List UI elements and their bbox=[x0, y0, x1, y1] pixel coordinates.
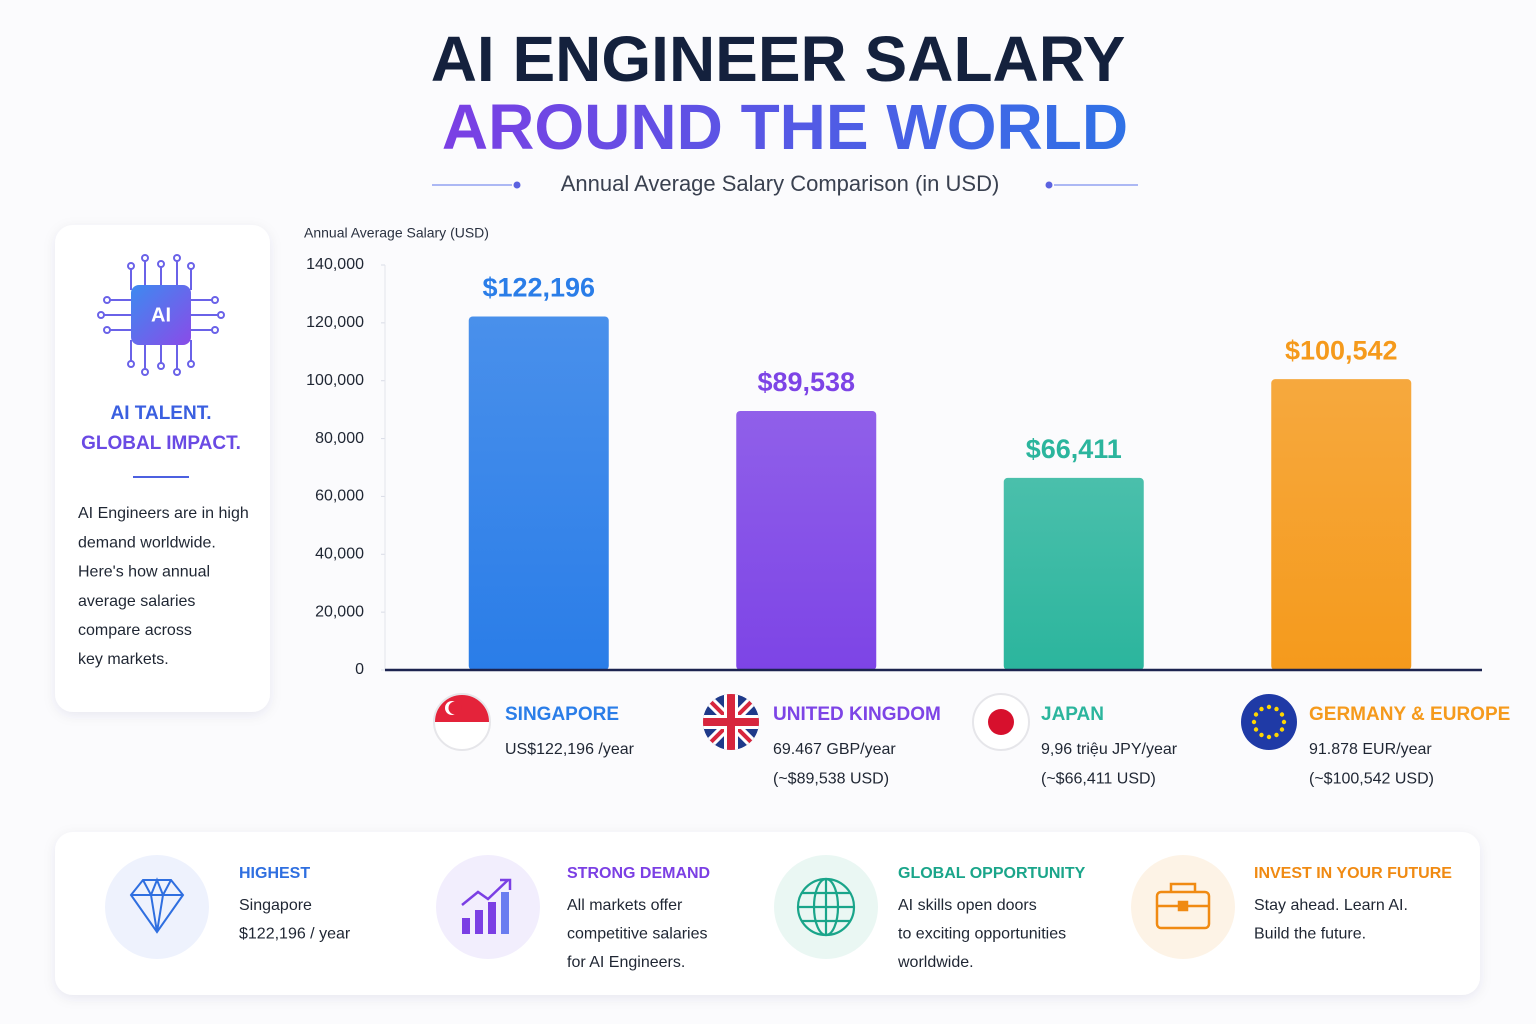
category-label: GERMANY & EUROPE bbox=[1309, 704, 1510, 725]
category-label: SINGAPORE bbox=[505, 704, 619, 725]
y-tick-label: 80,000 bbox=[315, 430, 364, 447]
highlight-line: AI skills open doors bbox=[898, 897, 1037, 914]
ai-chip-label: AI bbox=[151, 304, 171, 326]
flag-star bbox=[1253, 712, 1259, 717]
bar bbox=[736, 410, 877, 670]
y-tick-label: 20,000 bbox=[315, 603, 364, 620]
highlight-line: for AI Engineers. bbox=[567, 954, 685, 971]
sidebar-line: key markets. bbox=[78, 651, 169, 668]
bar bbox=[468, 316, 609, 670]
category-label: UNITED KINGDOM bbox=[773, 704, 941, 725]
flag-star bbox=[1279, 727, 1285, 732]
y-tick-label: 120,000 bbox=[306, 314, 364, 331]
highlight-line: to exciting opportunities bbox=[898, 926, 1066, 943]
flag-star bbox=[1266, 734, 1272, 740]
sidebar-line: AI Engineers are in high bbox=[78, 505, 249, 522]
highlights-card bbox=[55, 832, 1480, 995]
highlight-title: GLOBAL OPPORTUNITY bbox=[898, 865, 1086, 882]
y-tick-label: 0 bbox=[355, 661, 364, 678]
highlights: HIGHEST Singapore $122,196 / year STRONG DE… bbox=[239, 865, 1452, 971]
flag-star bbox=[1266, 704, 1272, 710]
subtitle: Annual Average Salary Comparison (in USD… bbox=[561, 171, 1000, 196]
flag-star bbox=[1259, 706, 1264, 712]
bar bbox=[1003, 477, 1144, 670]
flag-eu bbox=[1241, 694, 1297, 750]
value-label: $122,196 bbox=[482, 273, 595, 303]
growth-icon bbox=[461, 878, 512, 934]
category-note: 9,96 triệu JPY/year bbox=[1041, 741, 1178, 758]
category-note: (~$66,411 USD) bbox=[1041, 771, 1156, 788]
briefcase-icon bbox=[1155, 882, 1211, 930]
diamond-icon bbox=[129, 877, 185, 934]
flag-star bbox=[1279, 712, 1285, 717]
highlight-title: INVEST IN YOUR FUTURE bbox=[1254, 865, 1452, 882]
category-note: 69.467 GBP/year bbox=[773, 741, 896, 758]
subtitle-dot bbox=[513, 181, 521, 189]
y-tick-label: 60,000 bbox=[315, 488, 364, 505]
subtitle-dot bbox=[1045, 181, 1053, 189]
y-tick-label: 140,000 bbox=[306, 256, 364, 273]
category-note: 91.878 EUR/year bbox=[1309, 741, 1432, 758]
highlight-line: $122,196 / year bbox=[239, 926, 351, 943]
highlight-title: STRONG DEMAND bbox=[567, 865, 710, 882]
bar bbox=[1271, 379, 1412, 670]
flag-star bbox=[1281, 719, 1287, 725]
highlight-icon-bg bbox=[105, 855, 209, 959]
highlight-line: Build the future. bbox=[1254, 926, 1366, 943]
globe-icon bbox=[796, 877, 856, 937]
sidebar-text: AI Engineers are in high demand worldwide… bbox=[78, 505, 249, 668]
flag-star bbox=[1274, 706, 1279, 712]
ai-chip bbox=[131, 285, 191, 345]
title-line2: AROUND THE WORLD bbox=[442, 91, 1128, 163]
value-label: $66,411 bbox=[1026, 434, 1122, 464]
category-note: US$122,196 /year bbox=[505, 741, 635, 758]
sidebar-heading: AI TALENT. bbox=[111, 403, 212, 424]
flag-star bbox=[1251, 719, 1257, 725]
highlight-line: All markets offer bbox=[567, 897, 683, 914]
highlight-line: competitive salaries bbox=[567, 926, 708, 943]
y-axis-title: Annual Average Salary (USD) bbox=[304, 225, 489, 241]
title-line1: AI ENGINEER SALARY bbox=[431, 23, 1126, 95]
flag-japan bbox=[972, 693, 1030, 751]
category-label: JAPAN bbox=[1041, 704, 1104, 725]
highlight-title: HIGHEST bbox=[239, 865, 310, 882]
category-note: (~$100,542 USD) bbox=[1309, 771, 1434, 788]
flag-singapore bbox=[433, 693, 491, 751]
flag-star bbox=[1274, 732, 1279, 738]
sidebar-line: compare across bbox=[78, 622, 192, 639]
sidebar-card bbox=[55, 225, 270, 712]
bar-chart: Annual Average Salary (USD) 0 20,000 40,00… bbox=[304, 225, 1482, 678]
flag-star bbox=[1259, 732, 1264, 738]
flag-uk bbox=[703, 694, 759, 750]
y-tick-label: 40,000 bbox=[315, 546, 364, 563]
highlight-line: worldwide. bbox=[897, 954, 974, 971]
value-label: $100,542 bbox=[1285, 335, 1398, 365]
value-label: $89,538 bbox=[757, 367, 855, 397]
sidebar-heading: GLOBAL IMPACT. bbox=[81, 433, 241, 454]
sidebar-line: demand worldwide. bbox=[78, 534, 216, 551]
highlight-line: Stay ahead. Learn AI. bbox=[1254, 897, 1408, 914]
y-tick-label: 100,000 bbox=[306, 372, 364, 389]
highlight-line: Singapore bbox=[239, 897, 312, 914]
ai-chip-icon bbox=[97, 254, 225, 376]
sidebar-line: average salaries bbox=[78, 593, 195, 610]
flag-star bbox=[1253, 727, 1259, 732]
sidebar-line: Here's how annual bbox=[78, 564, 210, 581]
category-note: (~$89,538 USD) bbox=[773, 771, 889, 788]
